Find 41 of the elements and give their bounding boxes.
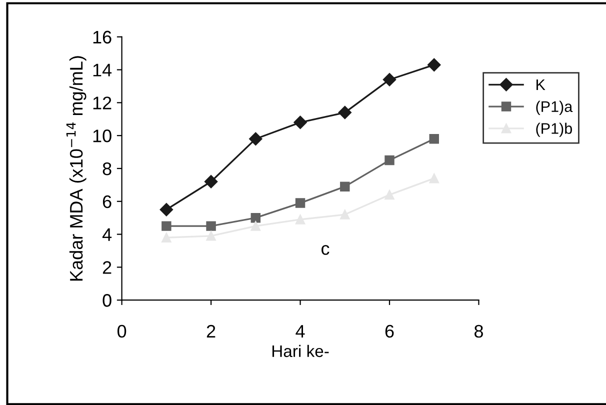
point	[384, 155, 394, 166]
y-tick-label: 0	[102, 294, 112, 307]
point	[206, 221, 216, 231]
point	[295, 214, 306, 224]
y-tick-label: 4	[102, 228, 112, 241]
point	[162, 221, 172, 231]
point	[249, 132, 262, 146]
x-tick-label: 4	[296, 325, 305, 338]
y-tick-label: 8	[102, 162, 112, 176]
y-tick-label: 16	[93, 30, 112, 44]
x-axis-title: Hari ke-	[272, 344, 329, 358]
point	[428, 58, 441, 72]
point	[384, 190, 394, 200]
point	[294, 116, 307, 129]
y-tick-label: 14	[93, 64, 112, 76]
y-tick-label: 10	[93, 130, 112, 142]
point	[250, 212, 261, 223]
annotation: c	[322, 245, 330, 255]
y-tick-label: 2	[102, 261, 112, 274]
legend-label: (P1)a	[536, 100, 573, 116]
y-axis-title: Kadar MDA (x10$^{−14}$ mg/mL)	[66, 56, 86, 281]
point	[295, 198, 306, 208]
legend-label: (P1)b	[536, 122, 572, 137]
point	[338, 106, 352, 120]
y-tick-label: 12	[93, 96, 112, 110]
point	[429, 134, 439, 144]
point	[206, 231, 216, 241]
legend-label: K	[536, 79, 546, 90]
point	[160, 203, 174, 216]
point	[382, 73, 396, 86]
x-tick-label: 6	[385, 324, 394, 338]
point	[340, 182, 350, 192]
x-tick-label: 0	[117, 324, 126, 338]
point	[429, 173, 439, 184]
x-tick-label: 8	[474, 324, 483, 338]
point	[162, 232, 172, 242]
y-tick-label: 6	[102, 195, 112, 208]
point	[340, 210, 350, 220]
x-tick-label: 2	[206, 324, 216, 338]
point	[204, 175, 218, 188]
point	[250, 221, 261, 231]
